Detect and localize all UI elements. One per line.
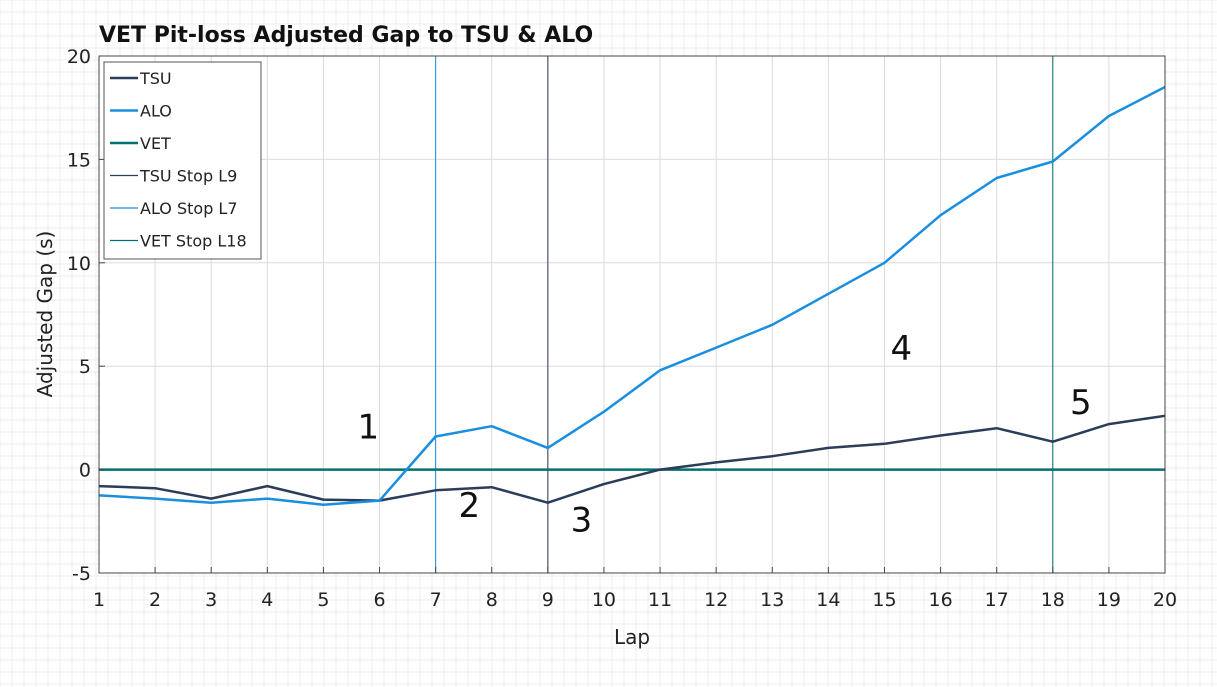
legend-box: [103, 61, 262, 260]
x-tick-label: 11: [648, 589, 672, 611]
series-line-tsu: [98, 414, 1166, 504]
x-tick-label: 18: [1041, 589, 1065, 611]
legend-entry: VET Stop L18: [140, 232, 247, 251]
x-tick-label: 14: [816, 589, 840, 611]
x-tick-label: 16: [928, 589, 952, 611]
x-tick-labels: 1 2 3 4 5 6 7 8 9 10 11 12 13 14 15 16 17 18 19 20: [93, 567, 1177, 611]
plot-area: [99, 56, 1165, 573]
x-axis-label: Lap: [614, 625, 650, 649]
y-tick-label: 0: [79, 460, 91, 482]
plot-frame: [98, 55, 1166, 574]
x-tick-label: 1: [93, 589, 105, 611]
legend-entry: TSU Stop L9: [139, 167, 237, 186]
x-tick-label: 17: [985, 589, 1009, 611]
x-tick-label: 10: [592, 589, 616, 611]
x-tick-label: 12: [704, 589, 728, 611]
x-tick-label: 5: [317, 589, 329, 611]
series-lines: [98, 85, 1166, 507]
x-tick-label: 4: [261, 589, 273, 611]
legend-entry: ALO Stop L7: [140, 199, 238, 218]
x-tick-label: 13: [760, 589, 784, 611]
annotation-label: 1: [357, 408, 379, 448]
annotation-label: 3: [571, 501, 593, 541]
x-tick-label: 15: [872, 589, 896, 611]
legend-entry: ALO: [140, 102, 172, 121]
annotation-label: 5: [1070, 383, 1092, 423]
legend-entry: VET: [140, 134, 171, 153]
x-tick-label: 6: [373, 589, 385, 611]
y-tick-labels: -5 0 5 10 15 20: [67, 46, 105, 585]
annotation-label: 4: [890, 329, 912, 369]
y-tick-label: 10: [67, 253, 91, 275]
chart-title: VET Pit-loss Adjusted Gap to TSU & ALO: [99, 23, 593, 48]
y-tick-label: 5: [79, 356, 91, 378]
x-tick-label: 19: [1097, 589, 1121, 611]
pit-stop-lines: [435, 56, 1054, 573]
y-tick-label: 15: [67, 149, 91, 171]
legend: TSU ALO VET TSU Stop L9 ALO Stop L7 VET Stop …: [103, 61, 262, 260]
x-tick-label: 7: [430, 589, 442, 611]
annotations: 1 2 3 4 5: [357, 329, 1091, 541]
y-axis-label: Adjusted Gap (s): [33, 231, 57, 398]
x-tick-label: 3: [205, 589, 217, 611]
series-line-alo: [98, 85, 1166, 507]
y-tick-label: 20: [67, 46, 91, 68]
annotation-label: 2: [458, 486, 480, 526]
legend-entry: TSU: [139, 69, 172, 88]
x-tick-label: 8: [486, 589, 498, 611]
x-tick-label: 20: [1153, 589, 1177, 611]
x-tick-label: 2: [149, 589, 161, 611]
x-tick-label: 9: [542, 589, 554, 611]
y-tick-label: -5: [72, 563, 91, 585]
